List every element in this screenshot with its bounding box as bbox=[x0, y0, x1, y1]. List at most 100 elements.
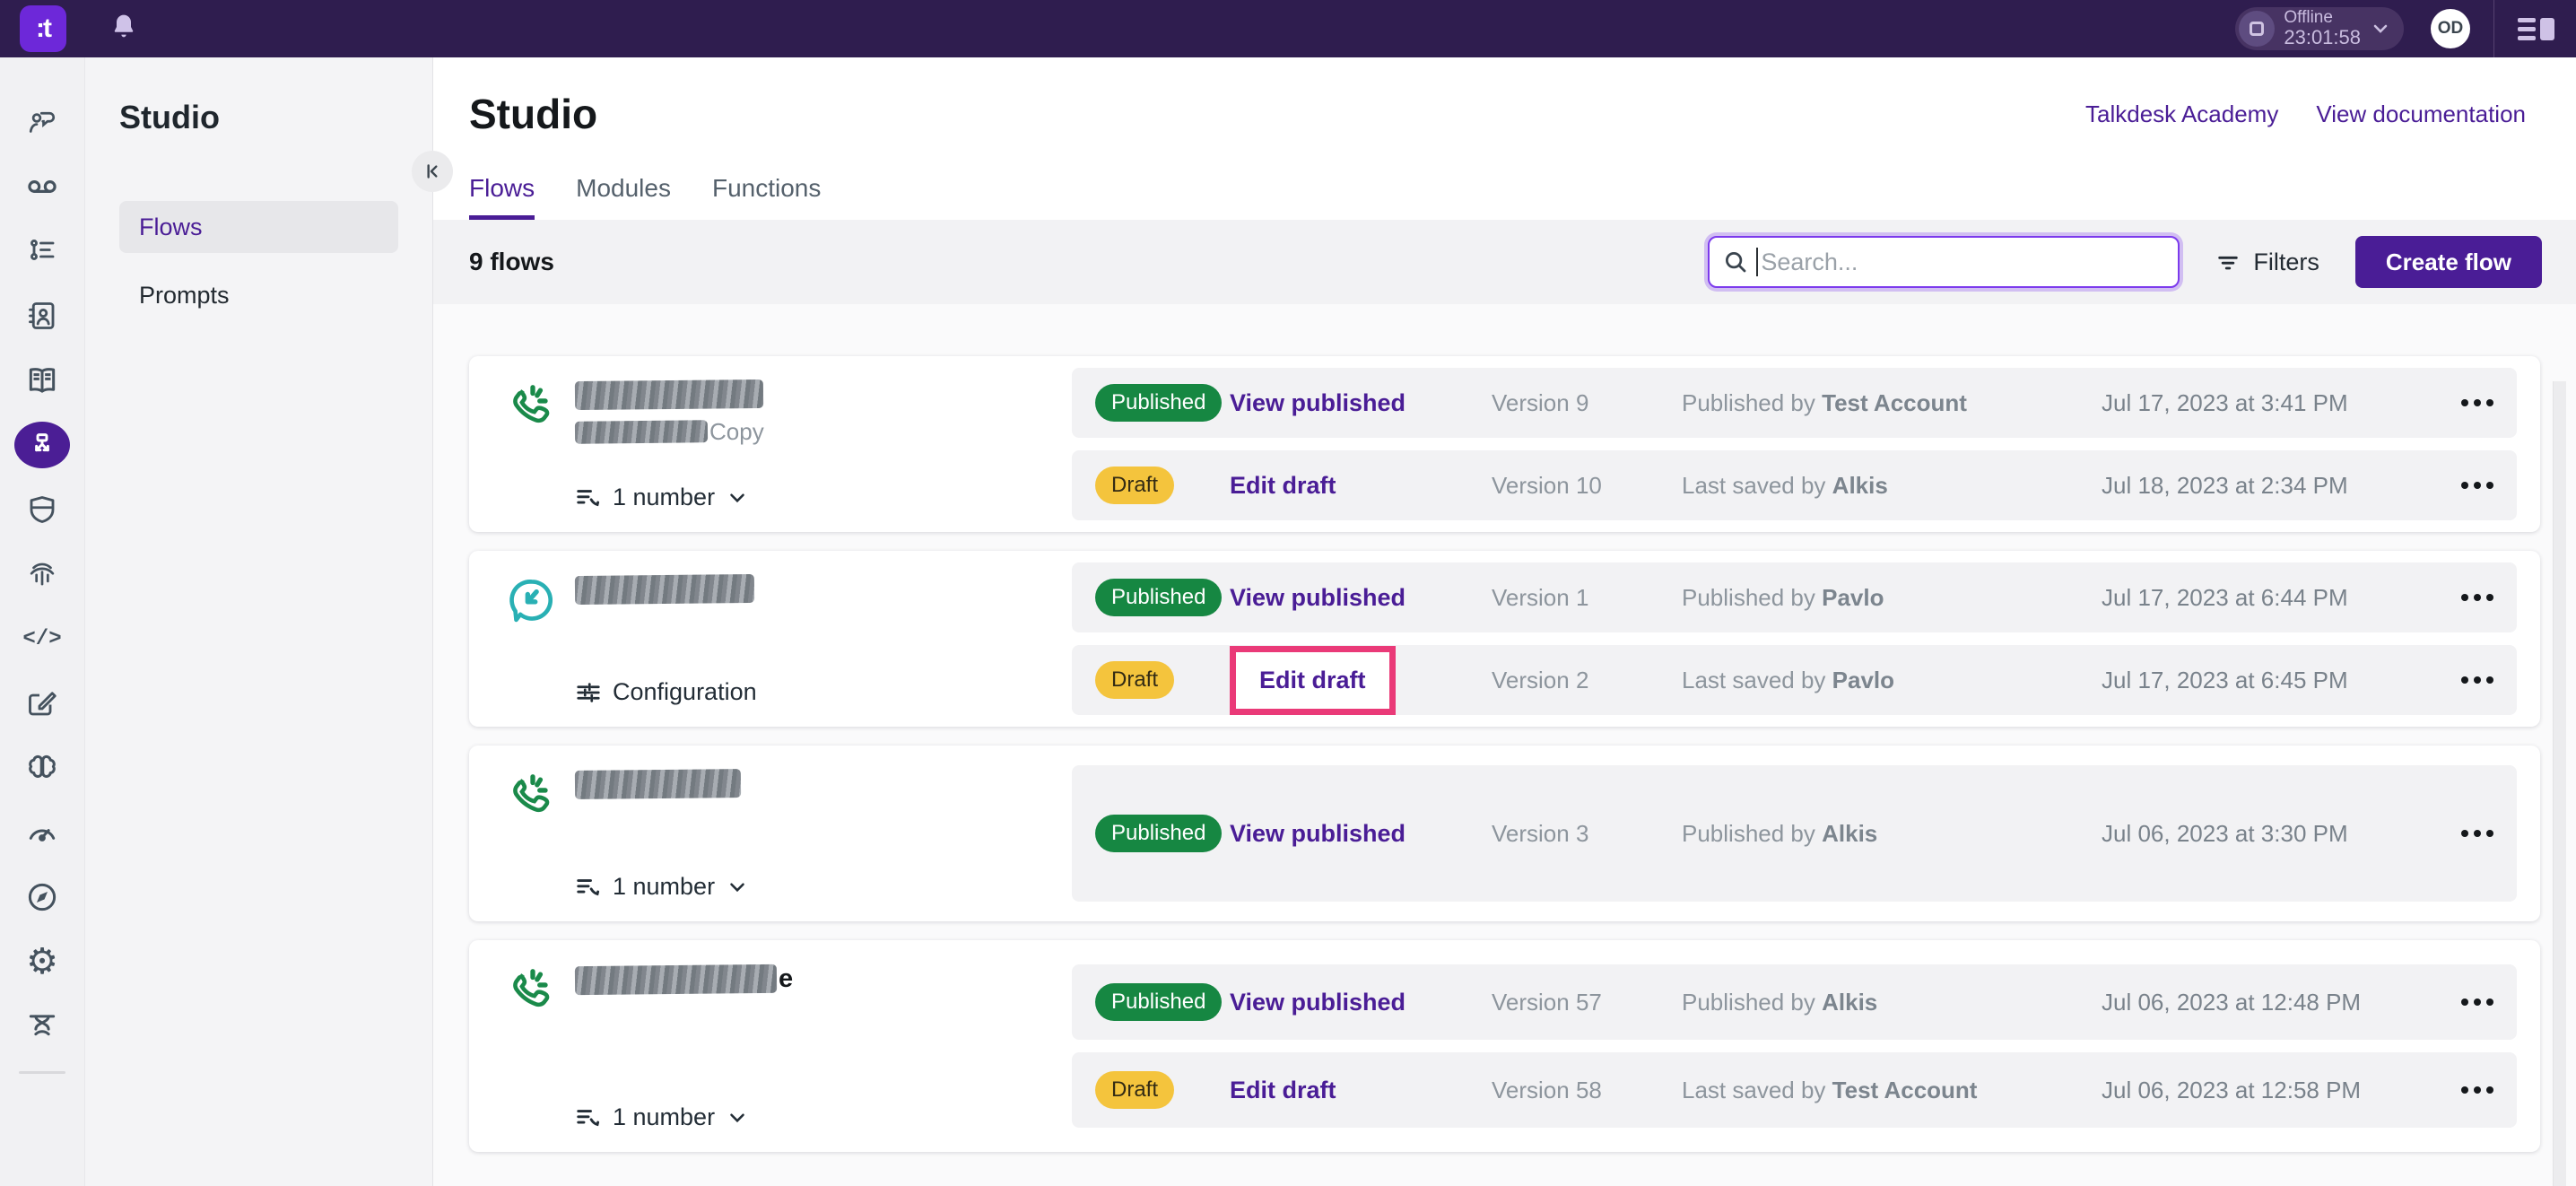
version-label: Version 57 bbox=[1492, 988, 1602, 1016]
knowledge-base-icon[interactable] bbox=[0, 348, 84, 413]
version-label: Version 2 bbox=[1492, 666, 1589, 693]
collapse-sidebar-button[interactable] bbox=[412, 151, 453, 192]
published-badge: Published bbox=[1095, 815, 1223, 852]
more-options-icon[interactable] bbox=[2436, 482, 2493, 489]
date-label: Jul 18, 2023 at 2:34 PM bbox=[2102, 471, 2348, 499]
chevron-down-icon bbox=[730, 882, 744, 892]
configuration-button[interactable]: Configuration bbox=[575, 678, 1072, 706]
studio-tabs: Flows Modules Functions bbox=[469, 174, 2526, 220]
studio-sidebar: Studio Flows Prompts bbox=[85, 57, 453, 1186]
published-version-row: Published View published Version 3 Publi… bbox=[1072, 765, 2517, 902]
agent-status-dropdown[interactable]: Offline 23:01:58 bbox=[2235, 7, 2404, 50]
view-documentation-link[interactable]: View documentation bbox=[2316, 100, 2526, 127]
version-label: Version 1 bbox=[1492, 583, 1589, 611]
date-label: Jul 17, 2023 at 3:41 PM bbox=[2102, 388, 2348, 416]
performance-meter-icon[interactable] bbox=[0, 800, 84, 865]
published-by-label: Published by Alkis bbox=[1682, 988, 1878, 1016]
vertical-scrollbar[interactable] bbox=[2553, 381, 2566, 1186]
text-caret bbox=[1756, 248, 1759, 276]
draft-version-row: Draft Edit draft Version 2 Last saved by… bbox=[1072, 645, 2517, 715]
settings-gear-icon[interactable]: ⚙ bbox=[26, 942, 58, 981]
edit-draft-link[interactable]: Edit draft bbox=[1230, 471, 1336, 499]
date-label: Jul 06, 2023 at 3:30 PM bbox=[2102, 819, 2348, 847]
published-version-row: Published View published Version 9 Publi… bbox=[1072, 368, 2517, 438]
search-box[interactable] bbox=[1708, 236, 2180, 288]
edit-draft-link[interactable]: Edit draft bbox=[1259, 666, 1366, 693]
search-input[interactable] bbox=[1761, 248, 2166, 276]
studio-flow-icon-active[interactable] bbox=[0, 413, 84, 477]
date-label: Jul 17, 2023 at 6:44 PM bbox=[2102, 583, 2348, 611]
more-options-icon[interactable] bbox=[2436, 1086, 2493, 1094]
view-published-link[interactable]: View published bbox=[1230, 988, 1406, 1016]
numbers-label: 1 number bbox=[613, 484, 716, 510]
chevron-down-icon bbox=[730, 1112, 744, 1122]
tab-modules[interactable]: Modules bbox=[576, 174, 671, 202]
voice-phone-icon bbox=[507, 380, 559, 437]
identity-fingerprint-icon[interactable] bbox=[0, 542, 84, 606]
numbers-dropdown[interactable]: 1 number bbox=[575, 1103, 1072, 1131]
numbers-dropdown[interactable]: 1 number bbox=[575, 873, 1072, 901]
filters-label: Filters bbox=[2253, 248, 2319, 275]
date-label: Jul 06, 2023 at 12:58 PM bbox=[2102, 1076, 2362, 1103]
filters-button[interactable]: Filters bbox=[2215, 249, 2319, 276]
version-label: Version 10 bbox=[1492, 471, 1602, 499]
explore-compass-icon[interactable] bbox=[0, 865, 84, 929]
more-options-icon[interactable] bbox=[2436, 594, 2493, 601]
saved-by-label: Last saved by Test Account bbox=[1682, 1076, 1978, 1103]
interaction-list-icon[interactable] bbox=[0, 219, 84, 283]
edit-draft-link[interactable]: Edit draft bbox=[1230, 1076, 1336, 1103]
numbers-list-icon bbox=[577, 489, 600, 506]
agent-conversation-icon[interactable] bbox=[0, 90, 84, 154]
redacted-flow-name bbox=[574, 573, 755, 606]
main-content: Studio Talkdesk Academy View documentati… bbox=[433, 57, 2576, 1186]
flow-name-tail: e bbox=[779, 964, 794, 993]
published-badge: Published bbox=[1095, 384, 1223, 422]
compose-edit-icon[interactable] bbox=[0, 671, 84, 736]
collapse-left-icon bbox=[427, 164, 438, 179]
status-stop-icon bbox=[2239, 11, 2276, 47]
flow-card: Copy 1 number Published View published V… bbox=[469, 356, 2540, 532]
tab-flows[interactable]: Flows bbox=[469, 174, 535, 220]
view-published-link[interactable]: View published bbox=[1230, 819, 1406, 847]
view-published-link[interactable]: View published bbox=[1230, 583, 1406, 611]
view-published-link[interactable]: View published bbox=[1230, 388, 1406, 416]
talkdesk-academy-link[interactable]: Talkdesk Academy bbox=[2085, 100, 2279, 127]
user-avatar[interactable]: OD bbox=[2431, 9, 2470, 48]
voicemail-icon[interactable] bbox=[0, 154, 84, 219]
logo-glyph: :t bbox=[36, 13, 52, 43]
more-options-icon[interactable] bbox=[2436, 676, 2493, 684]
status-label: Offline bbox=[2284, 8, 2333, 28]
sidebar-item-prompts[interactable]: Prompts bbox=[119, 269, 398, 321]
flow-card: 1 number Published View published Versio… bbox=[469, 746, 2540, 921]
create-flow-button[interactable]: Create flow bbox=[2354, 236, 2542, 288]
sidebar-item-label: Prompts bbox=[139, 281, 230, 309]
saved-by-label: Last saved by Pavlo bbox=[1682, 666, 1895, 693]
security-shield-icon[interactable] bbox=[0, 477, 84, 542]
sidebar-item-label: Flows bbox=[139, 213, 203, 240]
avatar-initials: OD bbox=[2437, 19, 2464, 38]
tab-functions[interactable]: Functions bbox=[711, 174, 822, 202]
numbers-dropdown[interactable]: 1 number bbox=[575, 484, 1072, 511]
page-title: Studio bbox=[469, 91, 598, 137]
redacted-flow-name bbox=[574, 379, 764, 411]
sidebar-item-flows[interactable]: Flows bbox=[119, 201, 398, 253]
developer-code-icon[interactable]: </> bbox=[22, 626, 62, 651]
draft-badge: Draft bbox=[1095, 467, 1175, 504]
status-timer: 23:01:58 bbox=[2284, 26, 2361, 49]
date-label: Jul 17, 2023 at 6:45 PM bbox=[2102, 666, 2348, 693]
notification-bell-icon[interactable] bbox=[109, 13, 138, 46]
flows-list: Copy 1 number Published View published V… bbox=[433, 304, 2576, 1186]
academy-training-icon[interactable] bbox=[0, 994, 84, 1059]
rail-divider bbox=[19, 1071, 65, 1074]
contacts-book-icon[interactable] bbox=[0, 283, 84, 348]
more-options-icon[interactable] bbox=[2436, 399, 2493, 406]
talkdesk-logo-icon[interactable]: :t bbox=[20, 5, 66, 52]
more-options-icon[interactable] bbox=[2436, 999, 2493, 1006]
flow-card: Configuration Published View published V… bbox=[469, 551, 2540, 727]
version-label: Version 3 bbox=[1492, 819, 1589, 847]
published-version-row: Published View published Version 1 Publi… bbox=[1072, 562, 2517, 632]
ai-brain-icon[interactable] bbox=[0, 736, 84, 800]
apps-menu-icon[interactable] bbox=[2518, 17, 2554, 40]
configuration-label: Configuration bbox=[613, 678, 757, 705]
more-options-icon[interactable] bbox=[2436, 830, 2493, 837]
